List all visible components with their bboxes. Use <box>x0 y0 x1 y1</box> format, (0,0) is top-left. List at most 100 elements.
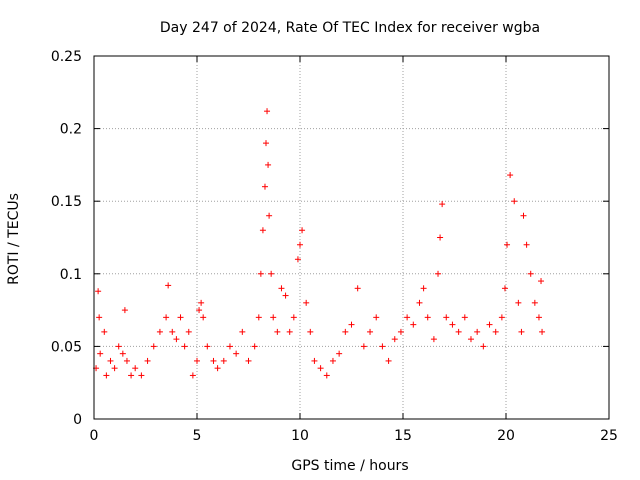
data-point <box>323 372 330 379</box>
data-point <box>95 288 102 295</box>
data-point <box>257 270 264 277</box>
data-point <box>132 365 139 372</box>
data-point <box>173 336 180 343</box>
data-point <box>261 183 268 190</box>
data-point <box>204 343 211 350</box>
data-point <box>397 328 404 335</box>
data-point <box>119 350 126 357</box>
data-point <box>373 314 380 321</box>
data-point <box>268 270 275 277</box>
data-point <box>259 227 266 234</box>
data-point <box>239 328 246 335</box>
data-point <box>467 336 474 343</box>
data-point <box>226 343 233 350</box>
y-tick-label: 0.15 <box>51 194 82 210</box>
data-point <box>138 372 145 379</box>
data-point <box>214 365 221 372</box>
data-point <box>342 328 349 335</box>
data-point <box>169 328 176 335</box>
data-point <box>455 328 462 335</box>
data-point <box>278 285 285 292</box>
chart-title: Day 247 of 2024, Rate Of TEC Index for r… <box>160 20 540 36</box>
data-point <box>317 365 324 372</box>
data-point <box>391 336 398 343</box>
data-point <box>311 357 318 364</box>
data-point <box>410 321 417 328</box>
data-point <box>177 314 184 321</box>
x-tick-label: 5 <box>193 428 202 444</box>
data-point <box>360 343 367 350</box>
data-point <box>121 307 128 314</box>
data-point <box>198 299 205 306</box>
y-axis-label: ROTI / TECUs <box>6 193 22 285</box>
data-point <box>123 357 130 364</box>
y-tick-label: 0.2 <box>60 122 82 138</box>
data-point <box>264 108 271 115</box>
data-point <box>424 314 431 321</box>
x-tick-label: 20 <box>497 428 515 444</box>
x-tick-label: 0 <box>90 428 99 444</box>
data-point <box>165 282 172 289</box>
data-point <box>527 270 534 277</box>
data-point <box>299 227 306 234</box>
x-axis-label: GPS time / hours <box>291 458 408 474</box>
data-point <box>474 328 481 335</box>
data-point <box>480 343 487 350</box>
data-point <box>416 299 423 306</box>
data-point <box>163 314 170 321</box>
data-point <box>385 357 392 364</box>
data-point <box>263 140 270 147</box>
data-point <box>538 278 545 285</box>
data-point <box>501 285 508 292</box>
data-point <box>210 357 217 364</box>
data-point <box>523 241 530 248</box>
data-point <box>290 314 297 321</box>
data-point <box>270 314 277 321</box>
data-point <box>97 350 104 357</box>
data-point <box>181 343 188 350</box>
data-point <box>150 343 157 350</box>
data-point <box>437 234 444 241</box>
data-point <box>200 314 207 321</box>
data-point <box>515 299 522 306</box>
data-point <box>507 172 514 179</box>
data-point <box>348 321 355 328</box>
data-point <box>531 299 538 306</box>
ticks-layer: 0 5 10 15 20 25 0 0.05 0.1 0.15 0.2 0.25 <box>51 49 618 444</box>
data-point <box>294 256 301 263</box>
data-point <box>156 328 163 335</box>
data-point <box>498 314 505 321</box>
data-point <box>282 292 289 299</box>
data-point <box>144 357 151 364</box>
data-point <box>111 365 118 372</box>
data-point <box>96 314 103 321</box>
data-point <box>443 314 450 321</box>
data-point <box>251 343 258 350</box>
data-point <box>274 328 281 335</box>
data-point <box>303 299 310 306</box>
data-point <box>189 372 196 379</box>
grid-layer <box>94 56 609 419</box>
data-point <box>255 314 262 321</box>
data-layer <box>93 108 546 379</box>
x-tick-label: 10 <box>291 428 309 444</box>
data-point <box>194 357 200 364</box>
y-tick-label: 0.25 <box>51 49 82 65</box>
data-point <box>511 198 518 205</box>
data-point <box>297 241 303 248</box>
data-point <box>518 328 525 335</box>
data-point <box>354 285 361 292</box>
x-tick-label: 25 <box>600 428 618 444</box>
y-tick-label: 0.1 <box>60 267 82 283</box>
data-point <box>486 321 493 328</box>
data-point <box>286 328 293 335</box>
data-point <box>107 357 114 364</box>
data-point <box>185 328 192 335</box>
data-point <box>430 336 437 343</box>
data-point <box>265 161 272 168</box>
y-tick-label: 0.05 <box>51 339 82 355</box>
data-point <box>420 285 427 292</box>
data-point <box>539 328 546 335</box>
data-point <box>492 328 499 335</box>
